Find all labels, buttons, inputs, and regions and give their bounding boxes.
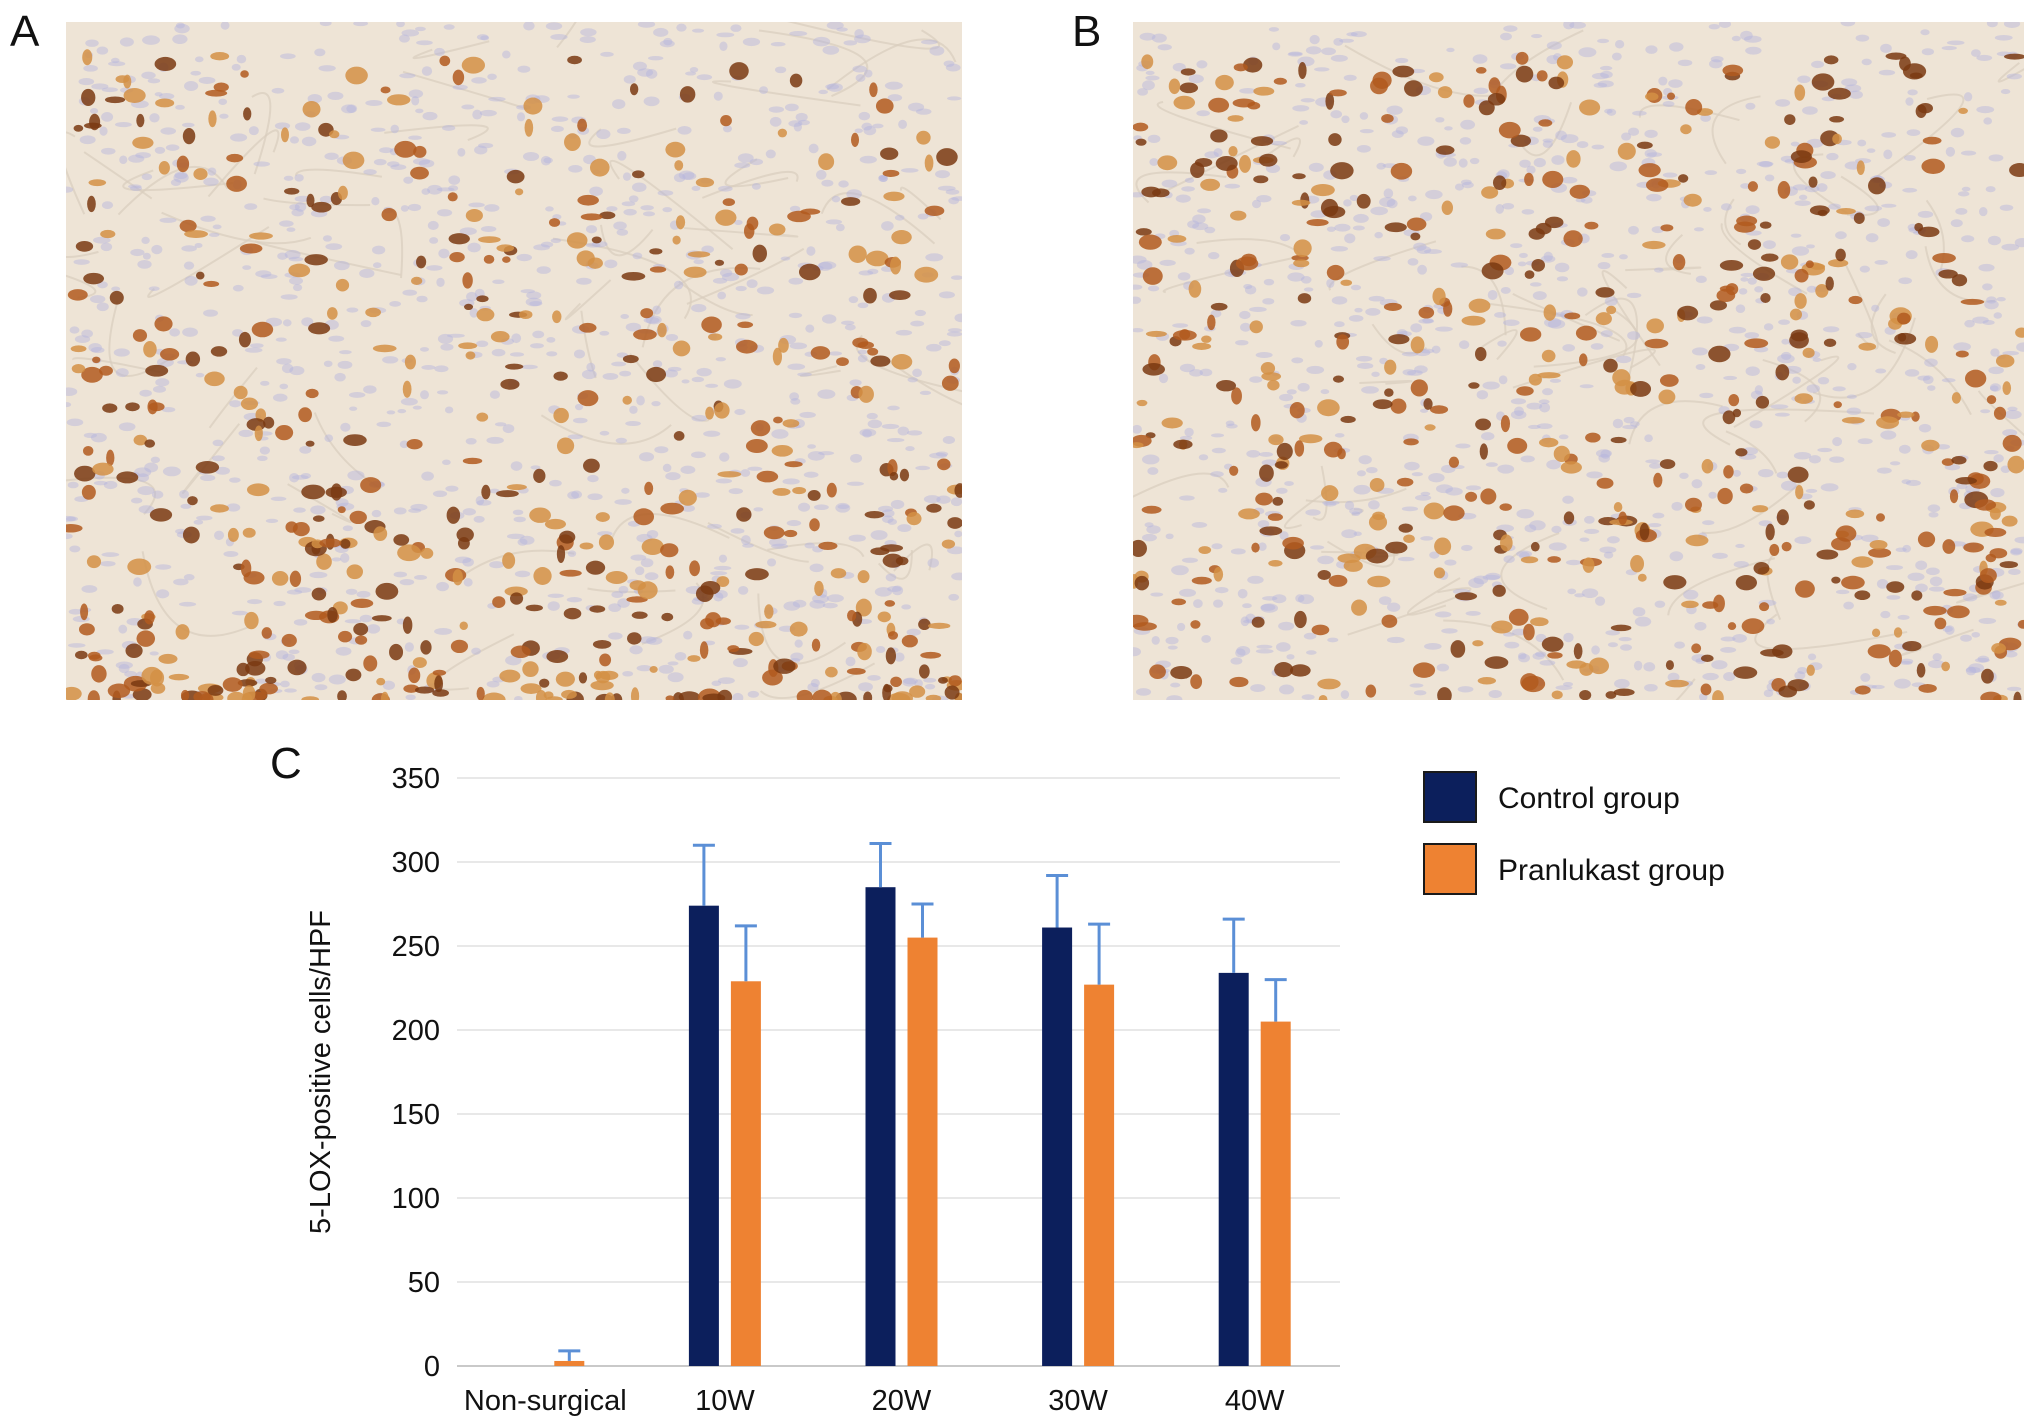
bar-pranlukast [1084,984,1115,1366]
panel-label-c: C [270,739,302,788]
bar-pranlukast [554,1360,585,1366]
x-tick-label: 10W [695,1385,755,1417]
x-tick-label: 30W [1048,1385,1108,1417]
x-tick-label: Non-surgical [464,1385,627,1417]
y-tick-label: 150 [392,1099,440,1131]
micrograph-a [66,22,962,700]
bar-pranlukast [907,937,938,1366]
panel-label-b: B [1072,7,1102,56]
x-tick-label: 20W [872,1385,932,1417]
legend-swatch [1423,771,1477,823]
x-tick-label: 40W [1225,1385,1285,1417]
bar-control [1042,927,1073,1366]
bar-control [688,905,719,1366]
y-tick-label: 300 [392,847,440,879]
y-tick-label: 350 [392,763,440,795]
bar-control [865,887,896,1366]
legend-label: Control group [1498,782,1680,815]
legend-label: Pranlukast group [1498,854,1725,887]
bar-control [1218,972,1249,1366]
micrograph-b [1133,22,2024,700]
y-tick-label: 100 [392,1183,440,1215]
y-axis-label: 5-LOX-positive cells/HPF [305,910,337,1234]
y-tick-label: 200 [392,1015,440,1047]
y-tick-label: 250 [392,931,440,963]
y-tick-label: 50 [408,1267,440,1299]
bar-pranlukast [1260,1021,1291,1366]
legend-swatch [1423,843,1477,895]
bar-pranlukast [730,981,761,1366]
y-tick-label: 0 [424,1351,440,1383]
panel-label-a: A [10,7,40,56]
